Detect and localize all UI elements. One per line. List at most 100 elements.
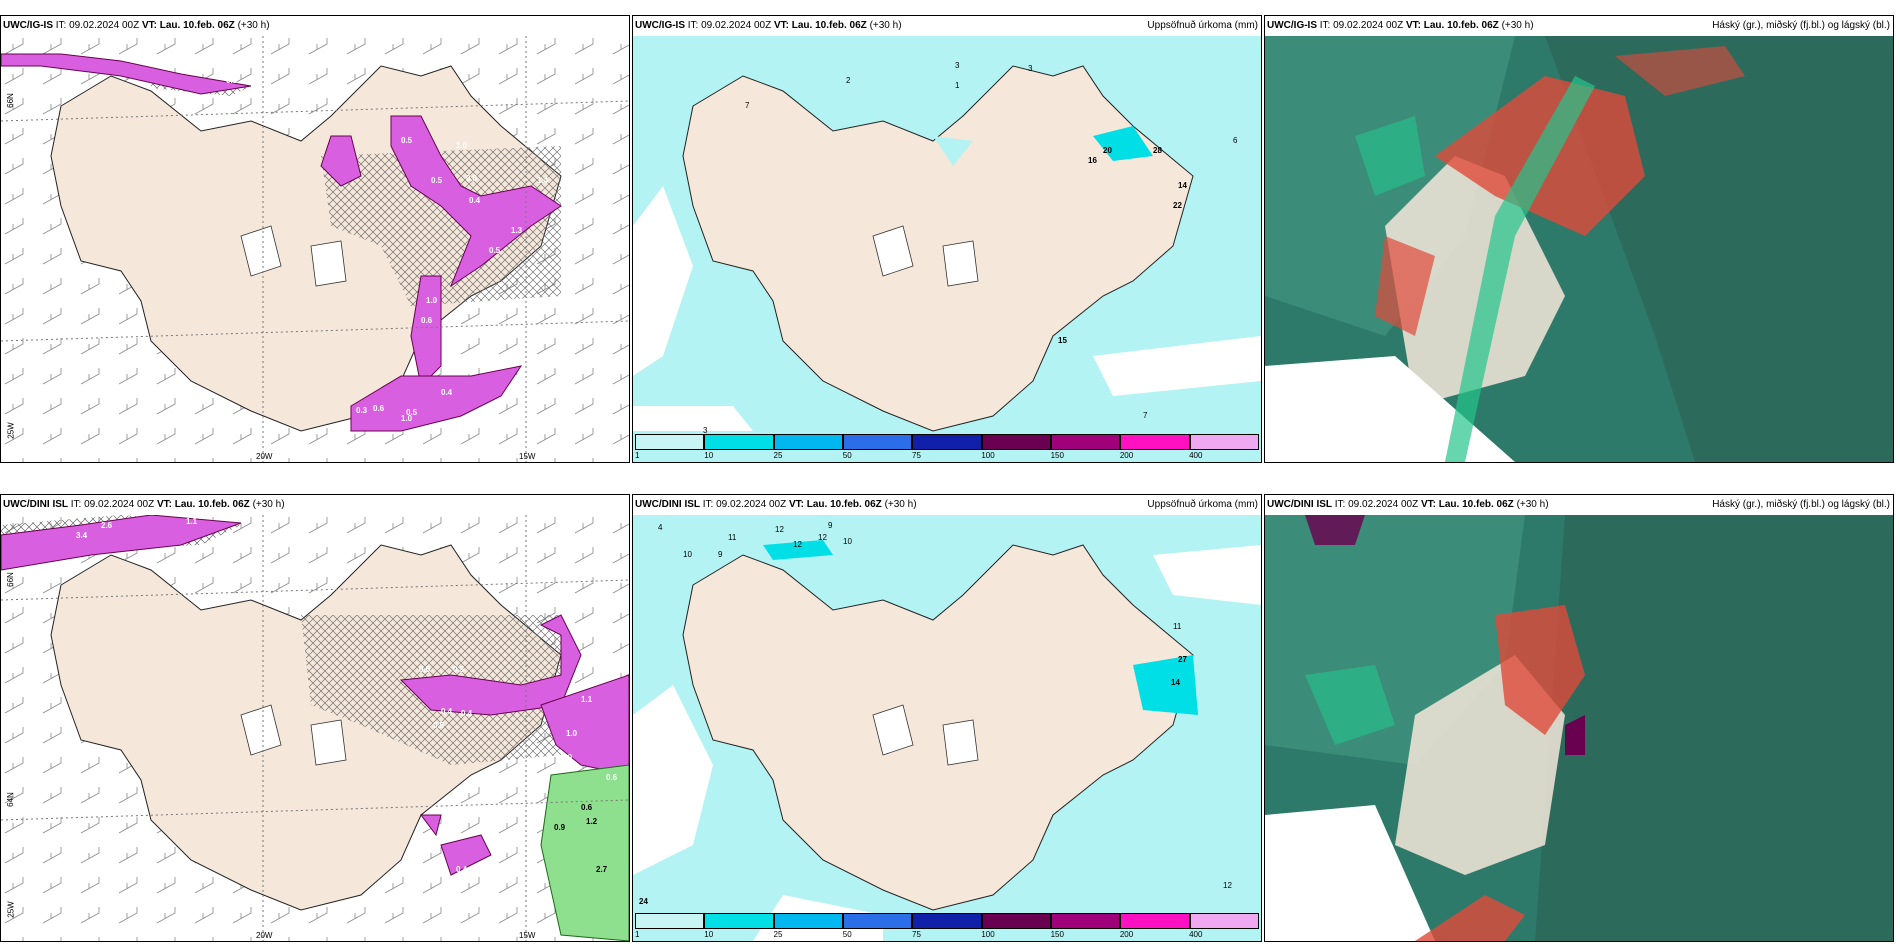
colorbar-tick: 50 bbox=[842, 930, 852, 939]
vt-label: VT: bbox=[788, 499, 804, 510]
model-name: UWC/IG-IS bbox=[1267, 20, 1317, 31]
lon-label: 20W bbox=[256, 931, 273, 940]
wind-precip-map bbox=[1, 36, 629, 462]
vt-label: VT: bbox=[1405, 20, 1421, 31]
value-label: 0.5 bbox=[401, 136, 413, 145]
value-label: 7 bbox=[745, 101, 750, 110]
colorbar: 1 10 25 50 75 100 150 200 400 bbox=[633, 434, 1261, 462]
value-label: 12 bbox=[793, 540, 802, 549]
lead-time: (+30 h) bbox=[252, 499, 285, 510]
value-label: 11 bbox=[728, 533, 737, 542]
colorbar-ticks: 1 10 25 50 75 100 150 200 400 bbox=[635, 930, 1259, 940]
value-label: 2.7 bbox=[596, 865, 608, 874]
lat-label: 25W bbox=[6, 901, 16, 918]
value-label: 0.5 bbox=[431, 176, 443, 185]
iceland-land bbox=[682, 65, 1194, 432]
it-label: IT: bbox=[55, 20, 67, 31]
cloud-map bbox=[1265, 36, 1893, 462]
value-label: 24 bbox=[639, 897, 648, 906]
value-label: 15 bbox=[1058, 336, 1067, 345]
colorbar-swatch bbox=[912, 434, 982, 450]
colorbar-swatch bbox=[704, 434, 774, 450]
panel-title: Háský (gr.), miðský (fj.bl.) og lágský (… bbox=[1712, 499, 1890, 510]
value-label: 6 bbox=[1233, 136, 1238, 145]
value-label: 9 bbox=[828, 521, 833, 530]
colorbar-swatch bbox=[1189, 913, 1259, 929]
value-label: 10 bbox=[843, 537, 852, 546]
vt-value: Lau. 10.feb. 06Z bbox=[174, 499, 250, 510]
colorbar-tick: 200 bbox=[1119, 930, 1134, 939]
value-label: 0.4 bbox=[469, 196, 481, 205]
colorbar-tick: 75 bbox=[912, 451, 921, 460]
value-label: 22 bbox=[1173, 201, 1182, 210]
vt-value: Lau. 10.feb. 06Z bbox=[159, 20, 235, 31]
lead-time: (+30 h) bbox=[1516, 499, 1549, 510]
lead-time: (+30 h) bbox=[237, 20, 270, 31]
it-value: 09.02.2024 00Z bbox=[701, 20, 772, 31]
colorbar-swatch bbox=[635, 913, 705, 929]
panel-title: Háský (gr.), miðský (fj.bl.) og lágský (… bbox=[1712, 20, 1890, 31]
value-label: 0.6 bbox=[373, 404, 385, 413]
value-label: 1.4 bbox=[537, 176, 549, 185]
lead-time: (+30 h) bbox=[884, 499, 917, 510]
model-name: UWC/IG-IS bbox=[635, 20, 685, 31]
colorbar: 1 10 25 50 75 100 150 200 400 bbox=[633, 913, 1261, 941]
lead-time: (+30 h) bbox=[869, 20, 902, 31]
lon-label: 15W bbox=[519, 931, 536, 940]
colorbar-tick: 100 bbox=[981, 451, 995, 460]
model-name: UWC/DINI ISL bbox=[1267, 499, 1332, 510]
value-label: 1.2 bbox=[586, 817, 598, 826]
value-label: 14 bbox=[1178, 181, 1187, 190]
precip-patches bbox=[1, 53, 562, 432]
it-label: IT: bbox=[687, 20, 699, 31]
value-label: 10 bbox=[683, 550, 692, 559]
colorbar-tick: 75 bbox=[912, 930, 921, 939]
lon-label: 15W bbox=[519, 452, 536, 461]
value-label: 0.9 bbox=[554, 823, 566, 832]
value-label: 7 bbox=[1143, 411, 1148, 420]
vt-value: Lau. 10.feb. 06Z bbox=[1423, 20, 1499, 31]
lat-label: 25W bbox=[6, 422, 16, 439]
colorbar-swatch bbox=[981, 913, 1051, 929]
panel-header: UWC/DINI ISL IT: 09.02.2024 00Z VT: Lau.… bbox=[1265, 495, 1893, 515]
value-label: 0.6 bbox=[421, 316, 433, 325]
lat-label: 66N bbox=[5, 572, 15, 587]
colorbar-swatch bbox=[842, 913, 913, 929]
colorbar-ticks: 1 10 25 50 75 100 150 200 400 bbox=[635, 451, 1259, 461]
colorbar-swatch bbox=[635, 434, 705, 450]
value-label: 0.3 bbox=[356, 406, 368, 415]
value-label: 28 bbox=[1153, 146, 1162, 155]
value-label: 0.4 bbox=[461, 709, 473, 718]
value-label: 1 bbox=[955, 81, 960, 90]
iceland-land bbox=[682, 544, 1194, 911]
value-label: 0.3 bbox=[453, 665, 465, 674]
colorbar-tick: 1 bbox=[635, 451, 640, 460]
vt-label: VT: bbox=[773, 20, 789, 31]
colorbar-swatch bbox=[773, 434, 843, 450]
value-label: 1.0 bbox=[566, 729, 578, 738]
lead-time: (+30 h) bbox=[1501, 20, 1534, 31]
value-label: 1.1 bbox=[581, 695, 593, 704]
colorbar-swatch bbox=[1050, 913, 1121, 929]
value-label: 1.0 bbox=[426, 296, 438, 305]
colorbar-swatch bbox=[1189, 434, 1259, 450]
panel-title: Uppsöfnuð úrkoma (mm) bbox=[1147, 20, 1258, 31]
precip-map bbox=[633, 515, 1261, 941]
panel-header: UWC/IG-IS IT: 09.02.2024 00Z VT: Lau. 10… bbox=[1, 16, 629, 36]
vt-value: Lau. 10.feb. 06Z bbox=[1438, 499, 1514, 510]
model-name: UWC/IG-IS bbox=[3, 20, 53, 31]
value-label: 0.8 bbox=[466, 174, 478, 183]
vt-value: Lau. 10.feb. 06Z bbox=[806, 499, 882, 510]
panel-header: UWC/DINI ISL IT: 09.02.2024 00Z VT: Lau.… bbox=[1, 495, 629, 515]
it-label: IT: bbox=[702, 499, 714, 510]
lon-label: 20W bbox=[256, 452, 273, 461]
panel-bottom-right: UWC/DINI ISL IT: 09.02.2024 00Z VT: Lau.… bbox=[1264, 494, 1894, 942]
panel-header: UWC/IG-IS IT: 09.02.2024 00Z VT: Lau. 10… bbox=[1265, 16, 1893, 36]
lat-label: 66N bbox=[5, 93, 15, 108]
it-label: IT: bbox=[1334, 499, 1346, 510]
value-label: 27 bbox=[1178, 655, 1187, 664]
precip-map bbox=[633, 36, 1261, 462]
colorbar-tick: 200 bbox=[1119, 451, 1134, 460]
vt-value: Lau. 10.feb. 06Z bbox=[791, 20, 867, 31]
value-label: 0.4 bbox=[456, 865, 468, 874]
